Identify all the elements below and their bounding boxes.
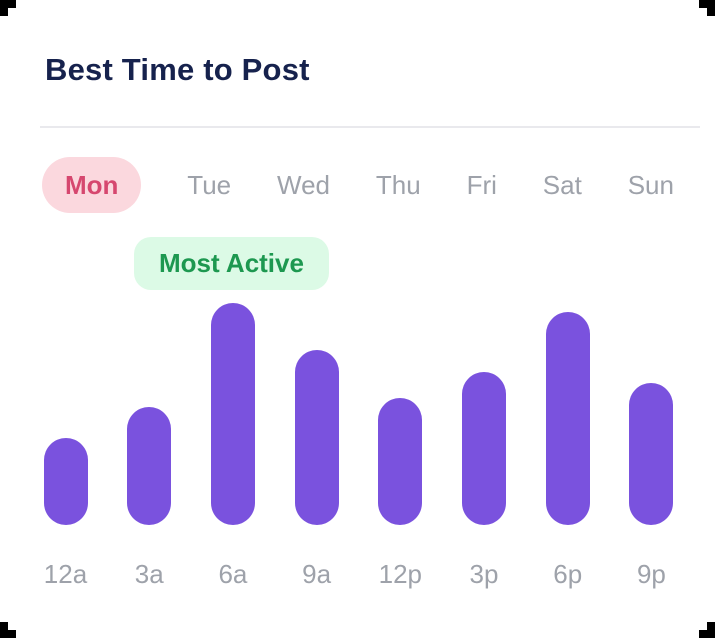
bar-6a[interactable] [210, 303, 255, 525]
bar-column-6a: 6a [209, 300, 256, 587]
most-active-badge: Most Active [134, 237, 329, 290]
x-tick-label-12a: 12a [43, 559, 88, 589]
bar-area-9a [294, 300, 339, 525]
corner-mark-bottom-right [699, 622, 715, 638]
bar-12p[interactable] [378, 398, 423, 525]
bar-column-3a: 3a [126, 300, 173, 587]
bar-12a[interactable] [43, 438, 88, 525]
bar-column-9p: 9p [628, 300, 675, 587]
bar-column-12p: 12p [377, 300, 424, 587]
day-tab-wed[interactable]: Wed [277, 170, 331, 200]
x-tick-label-3a: 3a [134, 559, 164, 589]
bar-column-12a: 12a [42, 300, 89, 587]
bar-3p[interactable] [462, 372, 507, 525]
corner-mark-top-right [699, 0, 715, 16]
day-tab-tue[interactable]: Tue [187, 170, 232, 200]
day-tab-sun[interactable]: Sun [627, 170, 674, 200]
bar-9p[interactable] [629, 383, 674, 525]
day-tab-thu[interactable]: Thu [375, 170, 421, 200]
bar-6p[interactable] [545, 312, 590, 525]
x-tick-label-9a: 9a [302, 559, 332, 589]
x-tick-label-9p: 9p [636, 559, 666, 589]
bar-column-6p: 6p [544, 300, 591, 587]
bar-area-6p [545, 300, 590, 525]
most-active-badge-label: Most Active [159, 248, 304, 278]
divider [40, 126, 700, 128]
page-title: Best Time to Post [45, 52, 310, 87]
day-tab-mon[interactable]: Mon [42, 157, 142, 213]
bar-column-3p: 3p [461, 300, 508, 587]
corner-mark-bottom-left [0, 622, 16, 638]
x-tick-label-3p: 3p [469, 559, 499, 589]
bar-9a[interactable] [294, 350, 339, 525]
x-tick-label-6p: 6p [553, 559, 583, 589]
bar-3a[interactable] [127, 407, 172, 525]
day-tabs: Mon Tue Wed Thu Fri Sat Sun [42, 156, 674, 214]
day-tab-sat[interactable]: Sat [542, 170, 582, 200]
bar-area-3p [462, 300, 507, 525]
x-tick-label-6a: 6a [218, 559, 248, 589]
activity-bar-chart: 12a 3a 6a 9a 12p 3p 6p 9p [42, 300, 675, 587]
bar-area-12p [378, 300, 423, 525]
bar-area-9p [629, 300, 674, 525]
bar-area-6a [210, 300, 255, 525]
corner-mark-top-left [0, 0, 16, 16]
bar-area-3a [127, 300, 172, 525]
x-tick-label-12p: 12p [378, 559, 422, 589]
bar-column-9a: 9a [293, 300, 340, 587]
bar-area-12a [43, 300, 88, 525]
day-tab-fri[interactable]: Fri [466, 170, 497, 200]
